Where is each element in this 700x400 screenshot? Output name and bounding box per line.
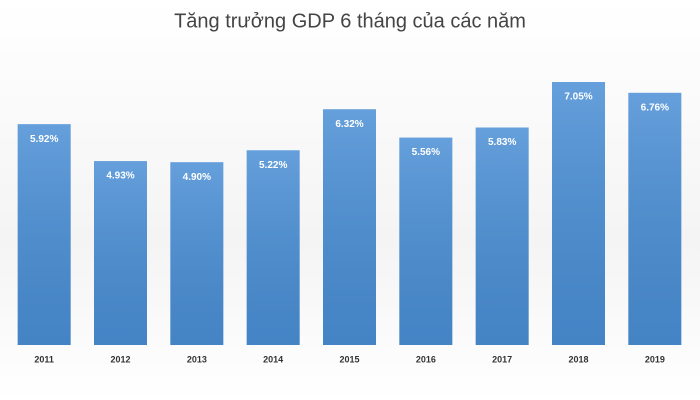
x-tick-label: 2018 (568, 354, 588, 364)
bar-shade (323, 109, 376, 345)
data-label: 5.22% (259, 160, 287, 171)
x-tick-label: 2013 (187, 354, 207, 364)
x-tick-label: 2014 (263, 354, 283, 364)
x-tick-label: 2016 (416, 354, 436, 364)
bar-shade (170, 162, 224, 345)
bar-shade (246, 150, 300, 345)
bar-shade (17, 124, 71, 346)
data-label: 5.83% (488, 137, 516, 148)
data-label: 6.32% (335, 119, 363, 130)
data-label: 4.93% (106, 171, 134, 182)
bar-shade (628, 92, 682, 345)
bar-shade (399, 137, 453, 345)
bar-shade (552, 82, 605, 345)
data-label: 4.90% (183, 172, 211, 183)
chart-title: Tăng trưởng GDP 6 tháng của các năm (174, 10, 526, 32)
x-tick-label: 2011 (34, 354, 54, 364)
data-label: 7.05% (564, 92, 592, 103)
x-tick-label: 2017 (492, 354, 512, 364)
bar-shade (94, 161, 147, 345)
bar-shade (475, 127, 529, 345)
x-tick-label: 2012 (110, 354, 130, 364)
data-label: 5.56% (412, 147, 440, 158)
data-label: 6.76% (641, 102, 669, 113)
x-tick-label: 2019 (645, 354, 665, 364)
x-tick-label: 2015 (339, 354, 359, 364)
data-label: 5.92% (30, 134, 58, 145)
